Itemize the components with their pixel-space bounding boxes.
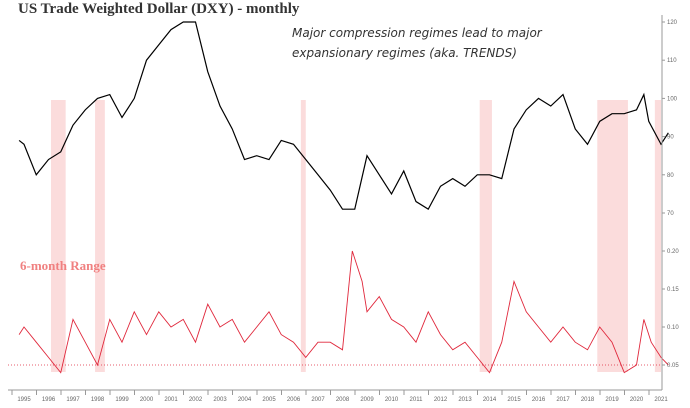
y-tick-label: 70 <box>667 211 674 217</box>
y-tick-label: 110 <box>667 58 677 64</box>
x-tick-label: 2006 <box>287 397 301 403</box>
regime-band <box>479 100 492 372</box>
x-tick-label: 1997 <box>66 397 80 403</box>
x-tick-label: 2010 <box>385 397 399 403</box>
y-tick-label: 80 <box>667 173 674 179</box>
x-tick-label: 2009 <box>360 397 374 403</box>
x-tick-label: 2014 <box>483 397 497 403</box>
regime-band <box>597 100 628 372</box>
x-tick-label: 2001 <box>164 397 178 403</box>
range-line <box>18 250 669 374</box>
x-tick-label: 2018 <box>581 397 595 403</box>
regime-band <box>95 100 105 372</box>
x-tick-label: 2011 <box>410 397 424 403</box>
x-tick-label: 2007 <box>311 397 325 403</box>
chart-title: US Trade Weighted Dollar (DXY) - monthly <box>18 1 300 17</box>
range-tick-label: 0.15 <box>667 287 679 293</box>
y-tick-label: 100 <box>667 96 678 102</box>
y-tick-label: 90 <box>667 135 674 141</box>
annotation: Major compression regimes lead to major … <box>292 23 552 63</box>
x-tick-label: 2021 <box>654 397 668 403</box>
range-tick-label: 0.05 <box>667 363 679 369</box>
x-tick-label: 2000 <box>140 397 154 403</box>
x-tick-label: 1995 <box>17 397 31 403</box>
regime-band <box>654 100 661 372</box>
x-tick-label: 2005 <box>262 397 276 403</box>
annotation-line-1: Major compression regimes lead to major <box>292 26 542 40</box>
x-tick-label: 2016 <box>532 397 546 403</box>
x-tick-label: 2013 <box>458 397 472 403</box>
x-tick-label: 2019 <box>605 397 619 403</box>
regime-band <box>50 100 66 372</box>
annotation-line-2: expansionary regimes (aka. TRENDS) <box>292 46 517 60</box>
x-tick-label: 2015 <box>507 397 521 403</box>
x-tick-label: 2017 <box>556 397 570 403</box>
x-tick-label: 2002 <box>189 397 203 403</box>
x-tick-label: 2004 <box>238 397 252 403</box>
dxy-line <box>18 21 669 211</box>
x-tick-label: 1998 <box>91 397 105 403</box>
x-tick-label: 2012 <box>434 397 448 403</box>
y-tick-label: 120 <box>667 20 678 26</box>
x-tick-label: 1996 <box>42 397 56 403</box>
x-tick-label: 2020 <box>630 397 644 403</box>
regime-band <box>300 100 306 372</box>
x-tick-label: 2003 <box>213 397 227 403</box>
range-tick-label: 0.10 <box>667 325 679 331</box>
x-tick-label: 2008 <box>336 397 350 403</box>
range-series-label: 6-month Range <box>20 258 106 273</box>
x-tick-label: 1999 <box>115 397 129 403</box>
range-tick-label: 0.20 <box>667 249 679 255</box>
